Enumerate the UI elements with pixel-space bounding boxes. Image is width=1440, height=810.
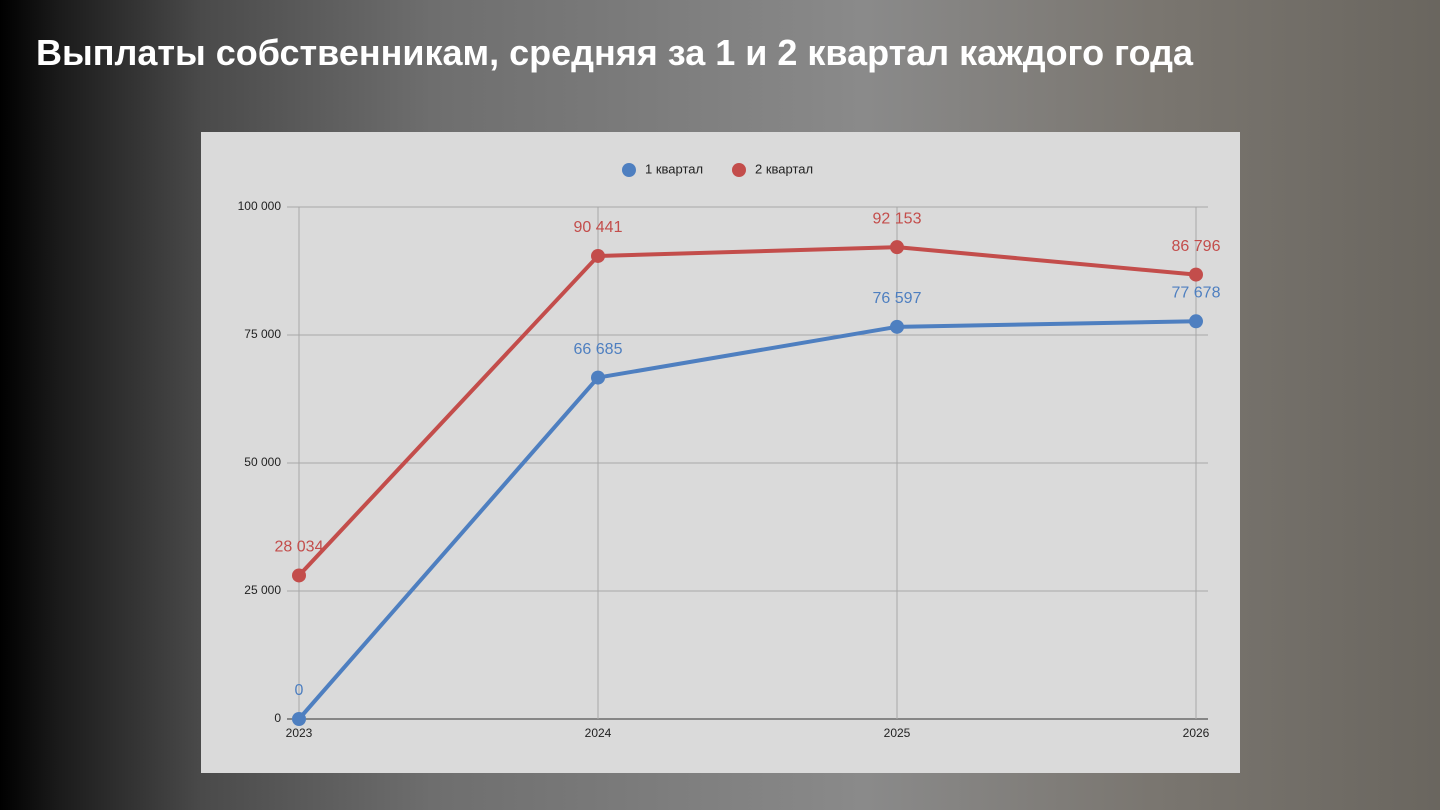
slide-title: Выплаты собственникам, средняя за 1 и 2 …: [36, 32, 1193, 73]
data-point: [591, 248, 605, 263]
y-tick-label: 0: [274, 711, 281, 725]
data-label: 0: [295, 682, 304, 699]
y-tick-label: 50 000: [244, 455, 281, 469]
data-point: [292, 568, 306, 583]
data-label: 86 796: [1172, 238, 1221, 255]
legend-marker: [622, 163, 636, 177]
data-label: 77 678: [1172, 285, 1221, 302]
x-tick-label: 2025: [884, 726, 911, 740]
y-tick-label: 100 000: [238, 199, 282, 213]
chart: 0 25 000 50 000 75 000 100 000 2023 2024 2025 20…: [201, 132, 1240, 773]
data-point: [1189, 314, 1203, 329]
data-point: [890, 240, 904, 255]
legend-label: 2 квартал: [755, 161, 813, 176]
data-point: [1189, 267, 1203, 282]
y-tick-label: 75 000: [244, 327, 281, 341]
data-label: 66 685: [574, 341, 623, 358]
series-line: [297, 319, 1197, 721]
data-label: 76 597: [873, 290, 922, 307]
data-label: 92 153: [873, 210, 922, 227]
legend-marker: [732, 163, 746, 177]
x-tick-label: 2023: [286, 726, 313, 740]
data-point: [890, 319, 904, 334]
data-point: [591, 370, 605, 385]
x-tick-label: 2024: [585, 726, 612, 740]
data-label: 90 441: [574, 219, 623, 236]
data-label: 28 034: [275, 539, 324, 556]
series-line: [297, 245, 1197, 577]
chart-background: [201, 132, 1240, 773]
data-point: [292, 712, 306, 726]
x-tick-label: 2026: [1183, 726, 1210, 740]
legend-label: 1 квартал: [645, 161, 703, 176]
y-tick-label: 25 000: [244, 583, 281, 597]
